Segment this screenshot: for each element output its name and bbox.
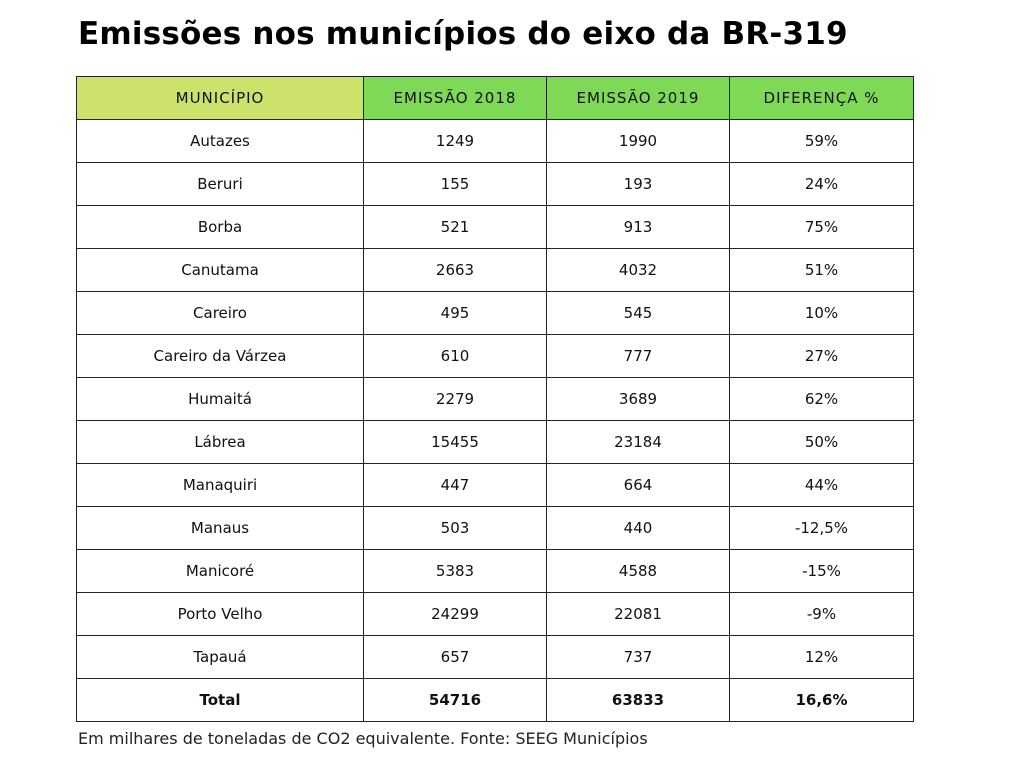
total-row: Total 54716 63833 16,6% — [76, 678, 914, 722]
table-row: Autazes 1249 1990 59% — [76, 119, 914, 163]
emissao-2018-cell: 521 — [363, 205, 547, 249]
diferenca-cell: -9% — [729, 592, 914, 636]
column-header-diferenca: DIFERENÇA % — [729, 76, 914, 120]
diferenca-cell: 62% — [729, 377, 914, 421]
diferenca-cell: -12,5% — [729, 506, 914, 550]
table-row: Canutama 2663 4032 51% — [76, 248, 914, 292]
emissao-2018-cell: 1249 — [363, 119, 547, 163]
emissao-2018-cell: 2279 — [363, 377, 547, 421]
emissao-2018-cell: 2663 — [363, 248, 547, 292]
page-title: Emissões nos municípios do eixo da BR-31… — [78, 16, 848, 52]
emissao-2018-cell: 5383 — [363, 549, 547, 593]
emissao-2019-cell: 4588 — [546, 549, 730, 593]
emissao-2019-cell: 23184 — [546, 420, 730, 464]
diferenca-cell: 75% — [729, 205, 914, 249]
diferenca-cell: 12% — [729, 635, 914, 679]
municipio-cell: Porto Velho — [76, 592, 364, 636]
diferenca-cell: 59% — [729, 119, 914, 163]
emissao-2019-cell: 777 — [546, 334, 730, 378]
emissao-2018-cell: 155 — [363, 162, 547, 206]
municipio-cell: Manaus — [76, 506, 364, 550]
emissao-2019-cell: 737 — [546, 635, 730, 679]
emissao-2019-cell: 440 — [546, 506, 730, 550]
diferenca-cell: 50% — [729, 420, 914, 464]
municipio-cell: Tapauá — [76, 635, 364, 679]
column-header-emissao-2019: EMISSÃO 2019 — [546, 76, 730, 120]
emissao-2018-cell: 447 — [363, 463, 547, 507]
emissao-2019-cell: 193 — [546, 162, 730, 206]
emissao-2018-cell: 610 — [363, 334, 547, 378]
table-row: Manaus 503 440 -12,5% — [76, 506, 914, 550]
municipio-cell: Borba — [76, 205, 364, 249]
municipio-cell: Lábrea — [76, 420, 364, 464]
emissao-2018-cell: 495 — [363, 291, 547, 335]
table-row: Careiro 495 545 10% — [76, 291, 914, 335]
municipio-cell: Total — [76, 678, 364, 722]
emissao-2019-cell: 664 — [546, 463, 730, 507]
table-header-row: MUNICÍPIO EMISSÃO 2018 EMISSÃO 2019 DIFE… — [76, 76, 914, 120]
emissions-table: MUNICÍPIO EMISSÃO 2018 EMISSÃO 2019 DIFE… — [76, 76, 914, 722]
emissao-2018-cell: 15455 — [363, 420, 547, 464]
emissao-2019-cell: 545 — [546, 291, 730, 335]
diferenca-cell: -15% — [729, 549, 914, 593]
table-row: Borba 521 913 75% — [76, 205, 914, 249]
table-row: Porto Velho 24299 22081 -9% — [76, 592, 914, 636]
emissao-2018-cell: 657 — [363, 635, 547, 679]
table-row: Lábrea 15455 23184 50% — [76, 420, 914, 464]
table-row: Manicoré 5383 4588 -15% — [76, 549, 914, 593]
emissao-2018-cell: 503 — [363, 506, 547, 550]
municipio-cell: Canutama — [76, 248, 364, 292]
emissao-2018-cell: 54716 — [363, 678, 547, 722]
diferenca-cell: 44% — [729, 463, 914, 507]
emissao-2018-cell: 24299 — [363, 592, 547, 636]
emissao-2019-cell: 4032 — [546, 248, 730, 292]
municipio-cell: Humaitá — [76, 377, 364, 421]
municipio-cell: Beruri — [76, 162, 364, 206]
emissao-2019-cell: 22081 — [546, 592, 730, 636]
emissao-2019-cell: 63833 — [546, 678, 730, 722]
column-header-municipio: MUNICÍPIO — [76, 76, 364, 120]
emissao-2019-cell: 1990 — [546, 119, 730, 163]
municipio-cell: Manaquiri — [76, 463, 364, 507]
table-row: Humaitá 2279 3689 62% — [76, 377, 914, 421]
table-row: Careiro da Várzea 610 777 27% — [76, 334, 914, 378]
municipio-cell: Careiro — [76, 291, 364, 335]
table-row: Beruri 155 193 24% — [76, 162, 914, 206]
emissao-2019-cell: 3689 — [546, 377, 730, 421]
diferenca-cell: 24% — [729, 162, 914, 206]
diferenca-cell: 27% — [729, 334, 914, 378]
emissao-2019-cell: 913 — [546, 205, 730, 249]
municipio-cell: Manicoré — [76, 549, 364, 593]
table-row: Tapauá 657 737 12% — [76, 635, 914, 679]
municipio-cell: Autazes — [76, 119, 364, 163]
diferenca-cell: 16,6% — [729, 678, 914, 722]
diferenca-cell: 51% — [729, 248, 914, 292]
municipio-cell: Careiro da Várzea — [76, 334, 364, 378]
diferenca-cell: 10% — [729, 291, 914, 335]
column-header-emissao-2018: EMISSÃO 2018 — [363, 76, 547, 120]
source-note: Em milhares de toneladas de CO2 equivale… — [78, 729, 648, 748]
table-row: Manaquiri 447 664 44% — [76, 463, 914, 507]
